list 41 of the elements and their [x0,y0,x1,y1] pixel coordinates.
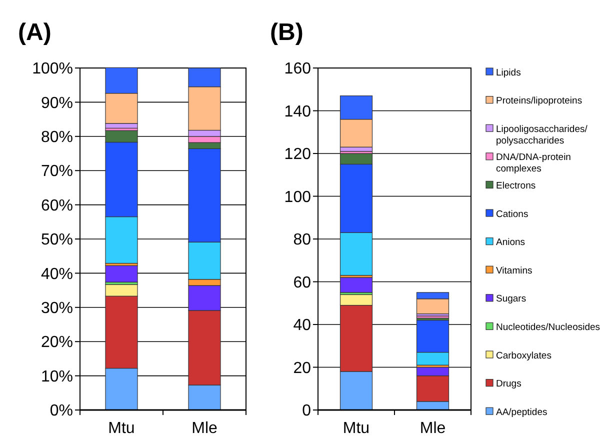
legend-label: Anions [496,237,526,248]
y-tick-label: 70% [40,163,73,180]
x-tick-label: Mtu [342,420,370,437]
legend-label: Cations [496,208,528,220]
y-tick-label: 10% [40,368,73,386]
y-tick-label: 90% [40,94,73,112]
y-tick-label: 0 [302,402,312,420]
x-tick-label: Mle [192,420,218,437]
x-tick-label: Mle [420,420,446,437]
y-tick-label: 80 [293,232,312,249]
y-tick-label: 40 [293,317,312,334]
legend-label: Drugs [496,378,522,390]
y-tick-label: 50% [40,232,73,249]
y-tick-label: 160 [284,60,312,78]
legend-label: DNA/DNA-protein complexes [496,152,571,175]
chart-title: (A) [18,19,52,46]
y-tick-label: 0% [50,402,73,420]
legend-label: AA/peptides [496,406,548,418]
y-tick-label: 60% [40,197,73,214]
y-tick-label: 100% [32,60,73,78]
y-tick-label: 20% [40,334,73,352]
y-tick-label: 120 [284,146,312,164]
y-tick-label: 80% [40,129,73,146]
chart-title: (B) [270,19,304,46]
legend-label: Sugars [496,294,526,305]
y-tick-label: 140 [284,103,312,120]
y-tick-label: 100 [284,188,312,206]
x-tick-label: Mtu [108,420,135,437]
y-tick-label: 30% [40,300,73,317]
y-tick-label: 60 [293,274,312,292]
bar [340,277,373,293]
y-tick-label: 20 [293,360,312,377]
bar [105,265,138,282]
legend-label: Lipids [496,67,522,78]
legend-label: Vitamins [496,265,533,276]
legend-label: Lipooligosaccharides/ polysaccharides [496,124,588,146]
legend-label: Nucleotides/Nucleosides [496,322,600,334]
legend-label: Proteins/lipoproteins [496,96,582,107]
legend-label: Electrons [496,180,536,192]
y-tick-label: 40% [40,266,73,283]
legend-label: Carboxylates [496,350,552,362]
